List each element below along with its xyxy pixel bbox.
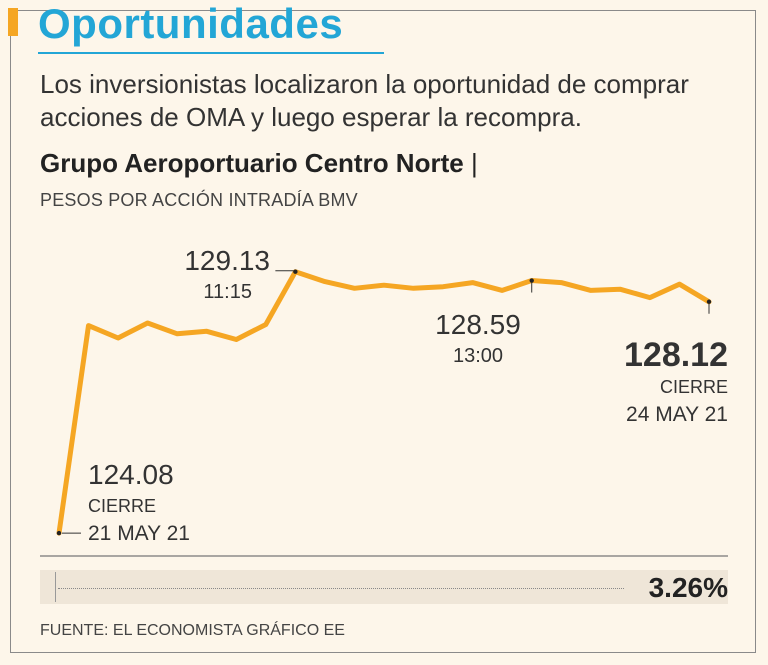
- accent-bar: [8, 8, 18, 36]
- annotation-value-mid: 128.59: [435, 309, 521, 340]
- change-band-tick: [55, 572, 56, 602]
- title-underline: [38, 52, 384, 54]
- annotation-date-end: 24 MAY 21: [626, 403, 728, 426]
- annotation-marker: [293, 269, 298, 274]
- annotation-value-start: 124.08: [88, 459, 174, 490]
- change-band-dotted-line: [58, 588, 624, 589]
- price-series-line: [56, 269, 712, 536]
- annotation-value-peak: 129.13: [184, 245, 270, 276]
- annotation-label-end: CIERRE: [660, 377, 728, 397]
- annotation-marker: [706, 299, 712, 304]
- company-label: Grupo Aeroportuario Centro Norte: [40, 148, 464, 178]
- change-percentage: 3.26%: [648, 572, 728, 603]
- page-title: Oportunidades: [38, 0, 344, 47]
- company-separator: |: [470, 148, 478, 178]
- annotation-marker: [56, 530, 62, 536]
- company-name: Grupo Aeroportuario Centro Norte |: [40, 148, 478, 179]
- source-note: FUENTE: EL ECONOMISTA GRÁFICO EE: [40, 622, 345, 639]
- annotation-time-mid: 13:00: [453, 345, 503, 367]
- units-label: PESOS POR ACCIÓN INTRADÍA BMV: [40, 190, 358, 210]
- subtitle: Los inversionistas localizaron la oportu…: [40, 69, 689, 132]
- annotation-time-peak: 11:15: [203, 281, 252, 303]
- annotation-date-start: 21 MAY 21: [88, 522, 190, 545]
- change-band: [40, 570, 728, 604]
- annotation-marker: [529, 278, 534, 283]
- chart-frame: [10, 10, 756, 653]
- annotation-value-end: 128.12: [624, 336, 728, 374]
- annotation-label-start: CIERRE: [88, 496, 156, 516]
